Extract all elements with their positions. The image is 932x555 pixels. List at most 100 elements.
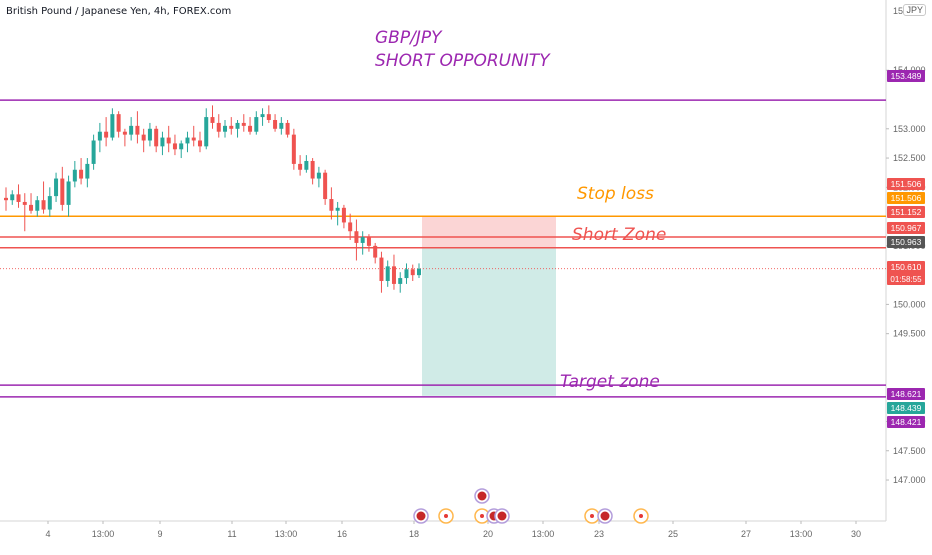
- candle-body: [104, 131, 109, 138]
- candle-body: [391, 266, 396, 284]
- candle-body: [291, 134, 296, 164]
- risk-zone: [422, 216, 556, 249]
- price-label-text: 148.439: [891, 403, 922, 413]
- candle-body: [248, 125, 253, 132]
- candle-body: [210, 117, 215, 123]
- candle-body: [172, 143, 177, 150]
- candle-body: [10, 194, 15, 201]
- candle-body: [285, 122, 290, 135]
- candle-body: [54, 178, 59, 197]
- candle-body: [85, 163, 90, 179]
- candle-body: [298, 163, 303, 170]
- target-zone-label: Target zone: [560, 372, 660, 392]
- price-label-text: 153.489: [891, 71, 922, 81]
- price-label-text: 151.152: [891, 207, 922, 217]
- price-label-text: 150.610: [891, 262, 922, 272]
- candle-body: [316, 172, 321, 179]
- candle-body: [79, 169, 84, 179]
- y-tick-label: 152.500: [893, 153, 926, 163]
- candle-body: [185, 137, 190, 144]
- candle-body: [35, 200, 40, 211]
- candle-body: [29, 204, 34, 211]
- x-tick-label: 23: [594, 529, 604, 539]
- title-line-2: SHORT OPPORUNITY: [375, 51, 550, 71]
- price-label-tag: [887, 178, 925, 190]
- x-tick-label: 16: [337, 529, 347, 539]
- price-label-tag: [887, 192, 925, 204]
- candle-body: [154, 128, 159, 147]
- price-label-tag: [887, 416, 925, 428]
- price-label-tag: [887, 402, 925, 414]
- price-label-tag: [887, 388, 925, 400]
- y-tick-label: 147.500: [893, 446, 926, 456]
- y-tick-label: 149.500: [893, 329, 926, 339]
- candle-body: [373, 245, 378, 258]
- candle-body: [179, 143, 184, 150]
- y-tick-label: 15: [893, 6, 903, 16]
- x-tick-label: 25: [668, 529, 678, 539]
- event-inner-icon: [600, 511, 610, 521]
- candle-body: [141, 134, 146, 141]
- event-inner-icon: [477, 491, 487, 501]
- price-label-tag: [887, 222, 925, 234]
- candle-body: [417, 268, 421, 276]
- price-label-text: 148.421: [891, 417, 922, 427]
- candle-body: [41, 200, 46, 210]
- event-inner-icon: [590, 514, 594, 518]
- x-tick-label: 18: [409, 529, 419, 539]
- candle-body: [254, 117, 259, 132]
- candle-body: [379, 257, 384, 281]
- candle-body: [97, 131, 102, 141]
- candle-body: [4, 197, 8, 201]
- currency-badge[interactable]: JPY: [903, 4, 926, 16]
- candle-body: [335, 207, 340, 211]
- price-label-tag: [887, 70, 925, 82]
- price-label-text: 148.621: [891, 389, 922, 399]
- event-inner-icon: [639, 514, 643, 518]
- x-tick-label: 20: [483, 529, 493, 539]
- candle-body: [410, 269, 415, 276]
- candle-body: [204, 117, 209, 147]
- event-inner-icon: [497, 511, 507, 521]
- candle-body: [235, 122, 240, 129]
- candle-body: [310, 160, 315, 179]
- candle-body: [354, 231, 359, 243]
- candle-body: [135, 125, 140, 135]
- candle-body: [260, 114, 265, 118]
- candle-body: [147, 128, 152, 141]
- price-label-text: 150.967: [891, 223, 922, 233]
- x-tick-label: 11: [227, 529, 236, 539]
- candle-body: [191, 137, 196, 141]
- candle-body: [122, 131, 127, 135]
- candle-body: [385, 266, 390, 281]
- candle-body: [129, 125, 134, 135]
- candle-body: [229, 125, 234, 129]
- candle-body: [360, 237, 365, 243]
- candle-body: [279, 122, 284, 129]
- candle-body: [216, 122, 221, 132]
- candle-body: [241, 122, 246, 126]
- price-label-tag: [887, 206, 925, 218]
- y-tick-label: 147.000: [893, 475, 926, 485]
- x-tick-label: 13:00: [92, 529, 115, 539]
- candle-body: [398, 278, 403, 284]
- candle-body: [47, 196, 52, 210]
- candle-body: [72, 169, 77, 182]
- x-tick-label: 30: [851, 529, 861, 539]
- candle-body: [66, 181, 71, 205]
- price-label-tag: [887, 236, 925, 248]
- reward-zone: [422, 248, 556, 396]
- candle-body: [348, 222, 353, 232]
- candle-body: [60, 178, 65, 205]
- candle-body: [91, 140, 96, 164]
- y-tick-label: 150.000: [893, 299, 926, 309]
- price-label-text: 150.963: [891, 237, 922, 247]
- x-tick-label: 13:00: [532, 529, 555, 539]
- candle-body: [160, 137, 165, 147]
- price-label-text: 151.506: [891, 179, 922, 189]
- event-inner-icon: [480, 514, 484, 518]
- x-tick-label: 13:00: [275, 529, 298, 539]
- price-label-countdown: 01:58:55: [890, 275, 922, 284]
